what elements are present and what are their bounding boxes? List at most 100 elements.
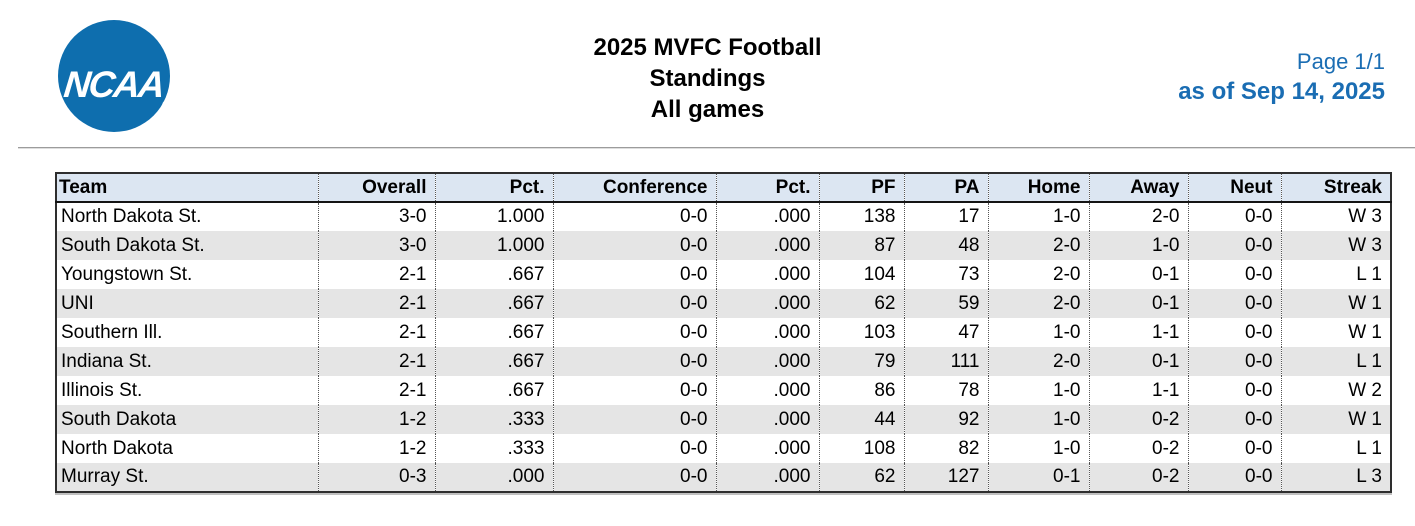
stat-cell: 86 [818,376,904,405]
stat-cell: 1-1 [1088,318,1188,347]
stat-cell: 0-0 [552,289,716,318]
stat-cell: .333 [434,434,553,463]
stat-cell: 0-0 [1187,347,1281,376]
stat-cell: 1-2 [317,434,435,463]
stat-cell: 62 [818,463,904,492]
stat-cell: L 1 [1280,347,1391,376]
stat-cell: L 1 [1280,260,1391,289]
team-name-cell: South Dakota St. [61,234,205,256]
column-header-away: Away [1088,173,1188,203]
stat-cell: 0-0 [1187,289,1281,318]
standings-table: Team Overall Pct. Conference Pct. PF PA Home Awa… [55,172,1392,493]
stat-cell: 0-0 [1187,434,1281,463]
stat-cell: 0-1 [1088,347,1188,376]
stat-cell: 82 [903,434,988,463]
team-name-cell: Indiana St. [61,350,152,372]
stat-cell: 2-1 [317,318,435,347]
table-row: South Dakota 1-2.333 0-0.000 44 92 1-0 0-2 0-0 W… [56,405,1391,434]
stat-cell: 138 [818,202,904,231]
as-of-date: as of Sep 14, 2025 [1178,78,1385,105]
stat-cell: 2-0 [987,289,1089,318]
stat-cell: .667 [434,260,553,289]
team-name-cell: North Dakota [61,437,173,459]
stat-cell: 2-1 [317,260,435,289]
stat-cell: 1-0 [987,434,1089,463]
stat-cell: 59 [903,289,988,318]
stat-cell: .000 [715,202,819,231]
stat-cell: W 3 [1280,231,1391,260]
stat-cell: .667 [434,376,553,405]
stat-cell: 0-0 [1187,376,1281,405]
stat-cell: 0-0 [552,260,716,289]
stat-cell: .667 [434,289,553,318]
stat-cell: 103 [818,318,904,347]
table-header-row: Team Overall Pct. Conference Pct. PF PA Home Awa… [56,173,1391,203]
column-header-team: Team [56,173,318,203]
team-name-cell: Youngstown St. [61,263,193,285]
stat-cell: 0-0 [552,347,716,376]
column-header-neut: Neut [1187,173,1281,203]
stat-cell: .000 [715,376,819,405]
stat-cell: 1-0 [987,318,1089,347]
stat-cell: 2-1 [317,289,435,318]
stat-cell: 0-0 [552,231,716,260]
report-title-line3: All games [650,96,765,123]
stat-cell: 2-1 [317,376,435,405]
stat-cell: 0-0 [1187,260,1281,289]
stat-cell: 0-0 [1187,231,1281,260]
stat-cell: 79 [818,347,904,376]
stat-cell: 1-0 [987,405,1089,434]
stat-cell: 2-0 [1088,202,1188,231]
column-header-pa: PA [903,173,988,203]
stat-cell: 0-2 [1088,463,1188,492]
stat-cell: 92 [903,405,988,434]
team-name-cell: South Dakota [61,408,177,430]
stat-cell: W 1 [1280,318,1391,347]
stat-cell: .000 [715,231,819,260]
column-header-home: Home [987,173,1089,203]
team-name-cell: North Dakota St. [61,206,202,227]
column-header-pct: Pct. [434,173,553,203]
stat-cell: 1-0 [987,376,1089,405]
stat-cell: 44 [818,405,904,434]
stat-cell: 48 [903,231,988,260]
stat-cell: 2-0 [987,231,1089,260]
stat-cell: 111 [903,347,988,376]
stat-cell: 104 [818,260,904,289]
stat-cell: 0-0 [1187,463,1281,492]
stat-cell: 47 [903,318,988,347]
stat-cell: .000 [715,260,819,289]
stat-cell: 62 [818,289,904,318]
column-header-overall: Overall [317,173,435,203]
page-number: Page 1/1 [1296,49,1385,74]
report-title-line2: Standings [649,65,766,92]
column-header-pct-2: Pct. [715,173,819,203]
stat-cell: .000 [715,289,819,318]
table-row: Illinois St. 2-1.667 0-0.000 86 78 1-0 1-1 0-0 W… [56,376,1391,405]
stat-cell: W 1 [1280,289,1391,318]
stat-cell: 78 [903,376,988,405]
stat-cell: 73 [903,260,988,289]
stat-cell: 127 [903,463,988,492]
stat-cell: .000 [715,434,819,463]
stat-cell: 3-0 [317,202,435,231]
stat-cell: .000 [715,463,819,492]
stat-cell: .000 [434,463,553,492]
stat-cell: 1.000 [434,202,553,231]
stat-cell: 0-0 [552,434,716,463]
stat-cell: 1-0 [987,202,1089,231]
stat-cell: L 3 [1280,463,1391,492]
report-title-line1: 2025 MVFC Football [593,34,822,61]
registered-trademark-icon: ® [162,98,171,112]
stat-cell: 0-0 [552,405,716,434]
stat-cell: 0-2 [1088,434,1188,463]
team-name-cell: Murray St. [61,466,149,487]
stat-cell: 1-2 [317,405,435,434]
column-header-streak: Streak [1280,173,1391,203]
team-name-cell: Southern Ill. [61,321,163,343]
stat-cell: 0-2 [1088,405,1188,434]
stat-cell: 2-0 [987,347,1089,376]
stat-cell: 1-1 [1088,376,1188,405]
stat-cell: 2-0 [987,260,1089,289]
